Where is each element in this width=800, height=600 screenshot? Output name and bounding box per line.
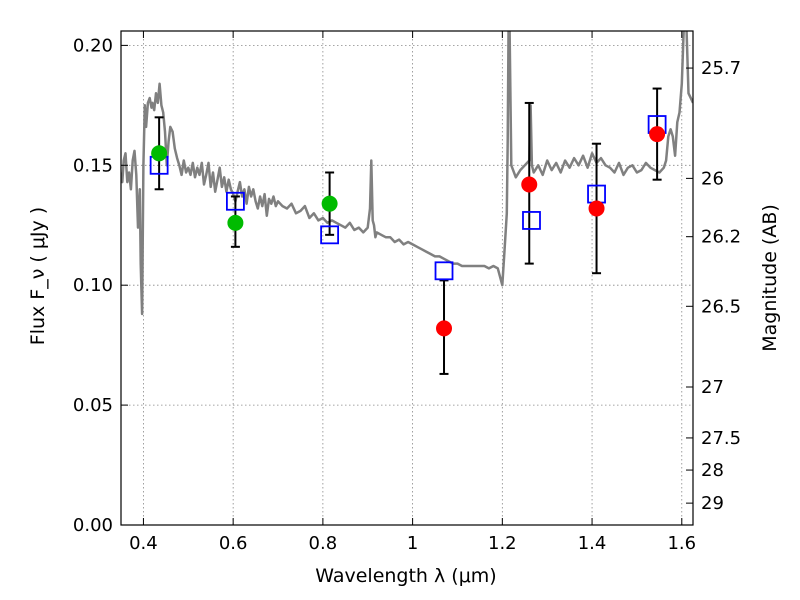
y-tick-label: 0.20 xyxy=(73,35,113,56)
ticks: 0.4 0.6 0.8 1 1.2 1.4 1.6 0.00 0.05 0.10 0.15 0.20 2… xyxy=(73,31,741,554)
y-axis-right-label: Magnitude (AB) xyxy=(759,204,781,352)
mag-tick-label: 26.2 xyxy=(701,227,741,248)
observed-point-red xyxy=(588,200,605,217)
observed-point-green xyxy=(151,145,168,162)
model-sed-layer xyxy=(121,31,693,316)
x-axis-label: Wavelength λ (μm) xyxy=(315,565,496,587)
model-sed-line xyxy=(121,31,693,316)
x-tick-label: 1 xyxy=(407,533,418,554)
mag-tick-label: 27 xyxy=(701,377,724,398)
observed-point-red xyxy=(436,320,453,337)
mag-tick-label: 29 xyxy=(701,493,724,514)
x-tick-label: 0.6 xyxy=(219,533,248,554)
model-square-point xyxy=(522,211,541,230)
x-tick-label: 0.8 xyxy=(309,533,338,554)
observed-point-red xyxy=(649,126,666,143)
x-tick-label: 1.4 xyxy=(578,533,607,554)
x-tick-label: 0.4 xyxy=(129,533,158,554)
model-square-point xyxy=(434,261,454,281)
y-axis-label: Flux F_ν ( μJy ) xyxy=(27,207,49,345)
model-square-point xyxy=(320,225,340,245)
y-tick-label: 0.00 xyxy=(73,515,113,536)
mag-tick-label: 28 xyxy=(701,460,724,481)
observed-point-green xyxy=(227,214,244,231)
grid xyxy=(121,31,693,526)
observed-point-red xyxy=(521,176,538,193)
model-square-layer xyxy=(149,115,667,281)
mag-tick-label: 25.7 xyxy=(701,58,741,79)
mag-tick-label: 26.5 xyxy=(701,296,741,317)
x-tick-label: 1.2 xyxy=(488,533,517,554)
plot-frame xyxy=(120,30,694,526)
model-square-point xyxy=(225,191,245,211)
x-tick-label: 1.6 xyxy=(667,533,696,554)
y-tick-label: 0.15 xyxy=(73,155,113,176)
observed-point-green xyxy=(321,195,338,212)
observed-point-layer xyxy=(151,126,666,337)
mag-tick-label: 26 xyxy=(701,168,724,189)
y-tick-label: 0.10 xyxy=(73,275,113,296)
errorbar-layer xyxy=(154,87,662,375)
y-tick-label: 0.05 xyxy=(73,395,113,416)
mag-tick-label: 27.5 xyxy=(701,428,741,449)
